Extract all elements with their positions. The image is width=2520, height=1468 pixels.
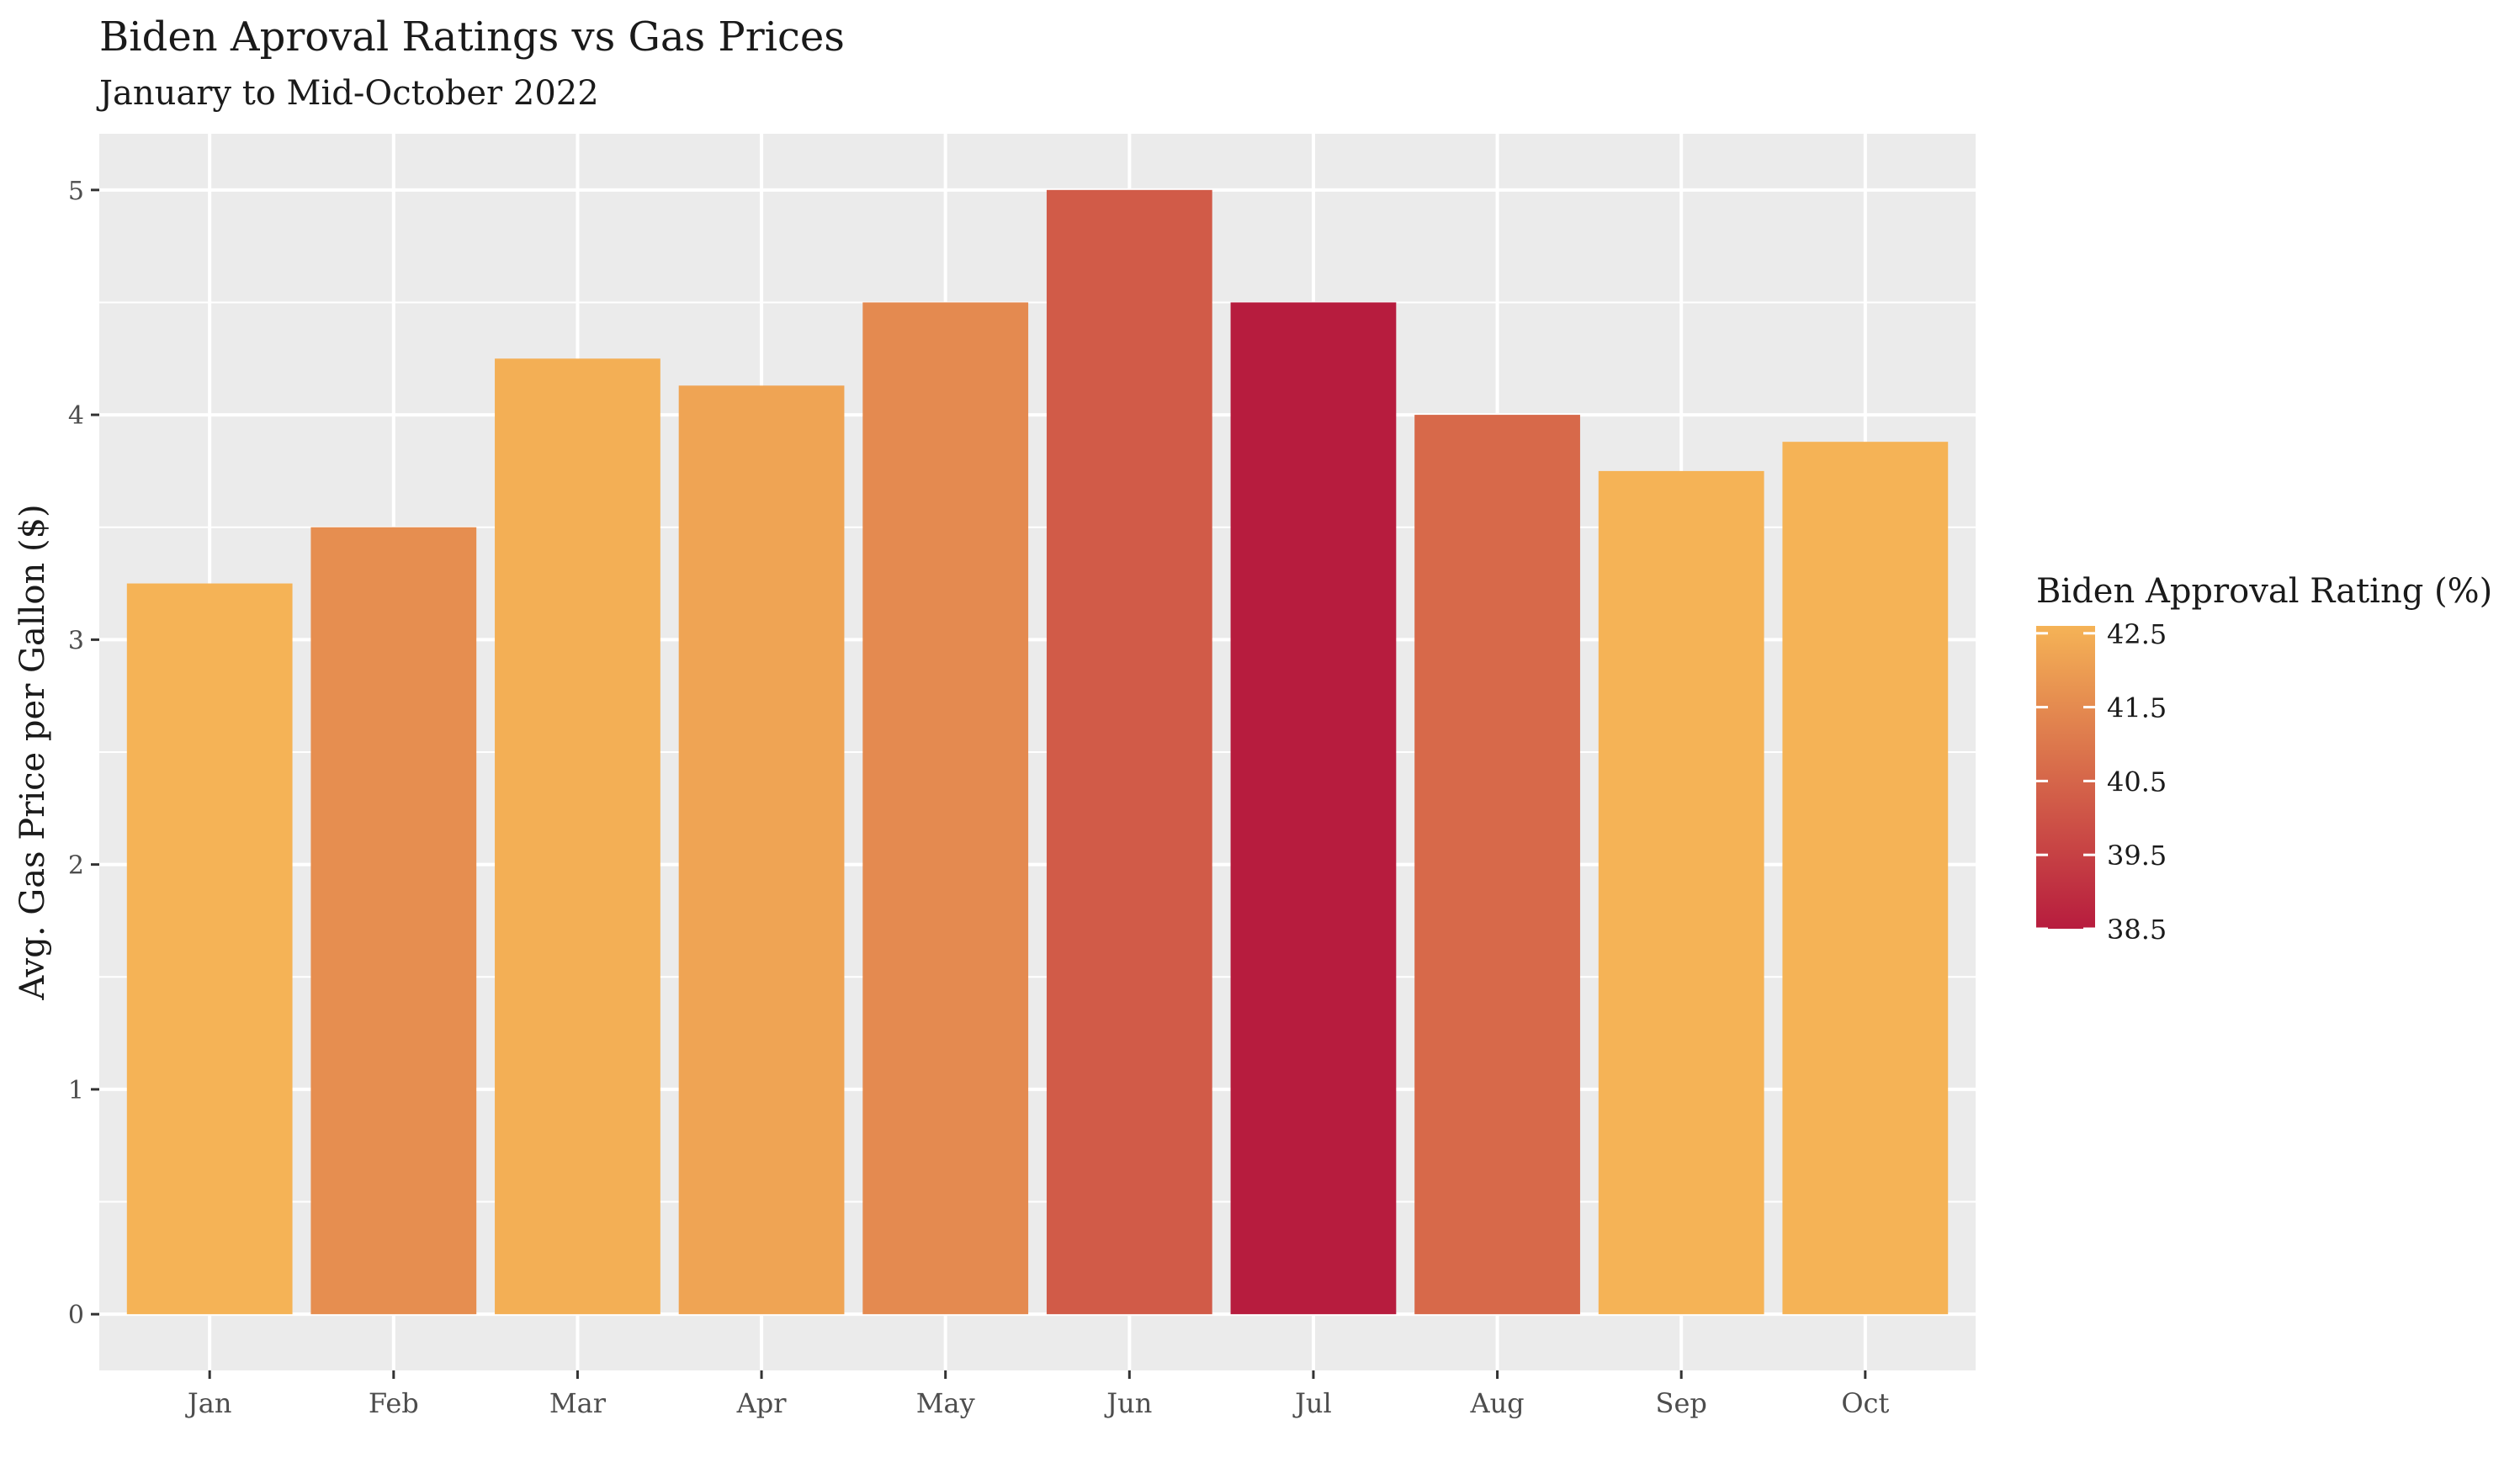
x-tick-label: Sep bbox=[1656, 1387, 1707, 1419]
bar-mar bbox=[495, 358, 661, 1315]
bar-apr bbox=[678, 385, 845, 1315]
legend-label: 40.5 bbox=[2107, 766, 2167, 798]
legend-colorbar bbox=[2036, 626, 2095, 929]
x-tick-label: Oct bbox=[1841, 1387, 1889, 1419]
y-tick-label: 5 bbox=[68, 177, 84, 206]
bar-feb bbox=[310, 527, 477, 1315]
y-tick-label: 1 bbox=[68, 1076, 84, 1105]
legend-label: 38.5 bbox=[2107, 914, 2167, 946]
y-tick-label: 4 bbox=[68, 401, 84, 431]
y-axis: 0 1 2 3 4 5 bbox=[68, 177, 99, 1330]
x-tick-label: Mar bbox=[549, 1387, 607, 1419]
x-tick-label: Jul bbox=[1292, 1387, 1332, 1419]
legend: Biden Approval Rating (%) 42.5 41.5 40.5 39… bbox=[2036, 572, 2492, 946]
x-tick-label: Jun bbox=[1104, 1387, 1152, 1419]
y-tick-label: 3 bbox=[68, 626, 84, 655]
legend-label: 39.5 bbox=[2107, 840, 2167, 872]
y-tick-label: 0 bbox=[68, 1301, 84, 1330]
x-tick-label: May bbox=[916, 1387, 975, 1419]
x-tick-label: Apr bbox=[736, 1387, 788, 1419]
y-tick-label: 2 bbox=[68, 851, 84, 881]
x-tick-label: Feb bbox=[369, 1387, 419, 1419]
bar-jun bbox=[1046, 189, 1212, 1315]
chart-title: Biden Aproval Ratings vs Gas Prices bbox=[99, 13, 845, 61]
bar-aug bbox=[1414, 415, 1580, 1315]
y-axis-title: Avg. Gas Price per Gallon ($) bbox=[13, 504, 52, 1000]
legend-ticks: 42.5 41.5 40.5 39.5 38.5 bbox=[2036, 618, 2167, 946]
bar-sep bbox=[1598, 470, 1764, 1315]
bar-may bbox=[862, 302, 1029, 1315]
x-tick-label: Aug bbox=[1469, 1387, 1524, 1419]
x-axis: Jan Feb Mar Apr May Jun Jul Aug Sep Oct bbox=[185, 1370, 1889, 1419]
legend-title: Biden Approval Rating (%) bbox=[2036, 572, 2492, 611]
x-tick-label: Jan bbox=[185, 1387, 232, 1419]
legend-label: 41.5 bbox=[2107, 692, 2167, 724]
bar-oct bbox=[1782, 442, 1949, 1315]
bar-jan bbox=[126, 583, 293, 1315]
bar-jul bbox=[1230, 302, 1397, 1315]
chart-subtitle: January to Mid-October 2022 bbox=[96, 74, 599, 113]
bars bbox=[126, 189, 1949, 1315]
legend-label: 42.5 bbox=[2107, 618, 2167, 650]
